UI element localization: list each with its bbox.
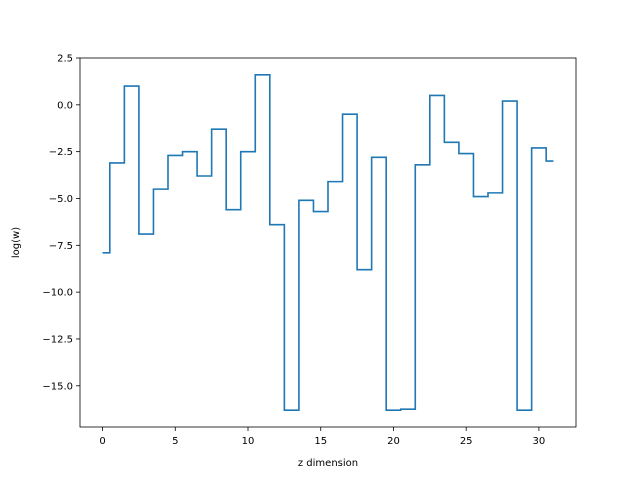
- y-tick-label: −5.0: [49, 194, 73, 205]
- x-axis-label: z dimension: [298, 458, 358, 469]
- x-tick-label: 15: [314, 436, 327, 447]
- y-tick-label: 0.0: [57, 100, 73, 111]
- y-tick-label: −2.5: [49, 147, 73, 158]
- plot-lines: [102, 74, 554, 411]
- x-tick-label: 20: [387, 436, 400, 447]
- x-tick-label: 10: [242, 436, 255, 447]
- x-ticks: 0 5 10 15 20 25 30: [99, 427, 545, 447]
- x-tick-label: 5: [172, 436, 178, 447]
- y-tick-label: −7.5: [49, 241, 73, 252]
- y-tick-label: 2.5: [57, 54, 73, 65]
- y-tick-label: −10.0: [42, 288, 73, 299]
- y-tick-label: −12.5: [42, 334, 73, 345]
- axes-frame: [79, 57, 577, 428]
- x-tick-label: 0: [99, 436, 105, 447]
- x-tick-label: 30: [533, 436, 546, 447]
- y-axis-label: log(w): [11, 227, 22, 258]
- x-tick-label: 25: [460, 436, 473, 447]
- series-line-0: [102, 74, 554, 411]
- y-ticks: 2.5 0.0 −2.5 −5.0 −7.5 −10.0 −12.5 −15.0: [42, 54, 80, 392]
- y-tick-label: −15.0: [42, 381, 73, 392]
